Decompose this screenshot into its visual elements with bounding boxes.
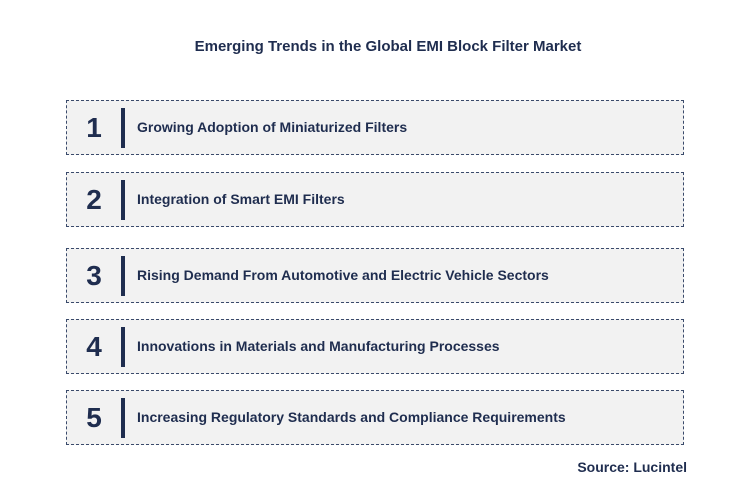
divider (121, 327, 125, 367)
trend-item: 4 Innovations in Materials and Manufactur… (66, 319, 684, 374)
trend-number: 1 (86, 112, 102, 143)
divider (121, 180, 125, 220)
trend-label: Growing Adoption of Miniaturized Filters (137, 119, 408, 135)
source: Source: Lucintel (577, 459, 687, 475)
trend-label: Innovations in Materials and Manufacturi… (137, 338, 500, 354)
title: Emerging Trends in the Global EMI Block … (194, 38, 582, 55)
trend-number: 4 (86, 331, 102, 362)
trend-number: 5 (86, 402, 102, 433)
trend-item: 1 Growing Adoption of Miniaturized Filter… (66, 100, 684, 155)
divider (121, 398, 125, 438)
trend-number: 3 (86, 260, 102, 291)
divider (121, 108, 125, 148)
trend-number: 2 (86, 184, 102, 215)
trend-label: Increasing Regulatory Standards and Comp… (137, 409, 566, 425)
trend-item: 2 Integration of Smart EMI Filters (66, 172, 684, 227)
trend-item: 5 Increasing Regulatory Standards and Com… (66, 390, 684, 445)
divider (121, 256, 125, 296)
trend-label: Rising Demand From Automotive and Electr… (137, 267, 549, 283)
trend-item: 3 Rising Demand From Automotive and Elect… (66, 248, 684, 303)
trend-label: Integration of Smart EMI Filters (137, 191, 345, 207)
